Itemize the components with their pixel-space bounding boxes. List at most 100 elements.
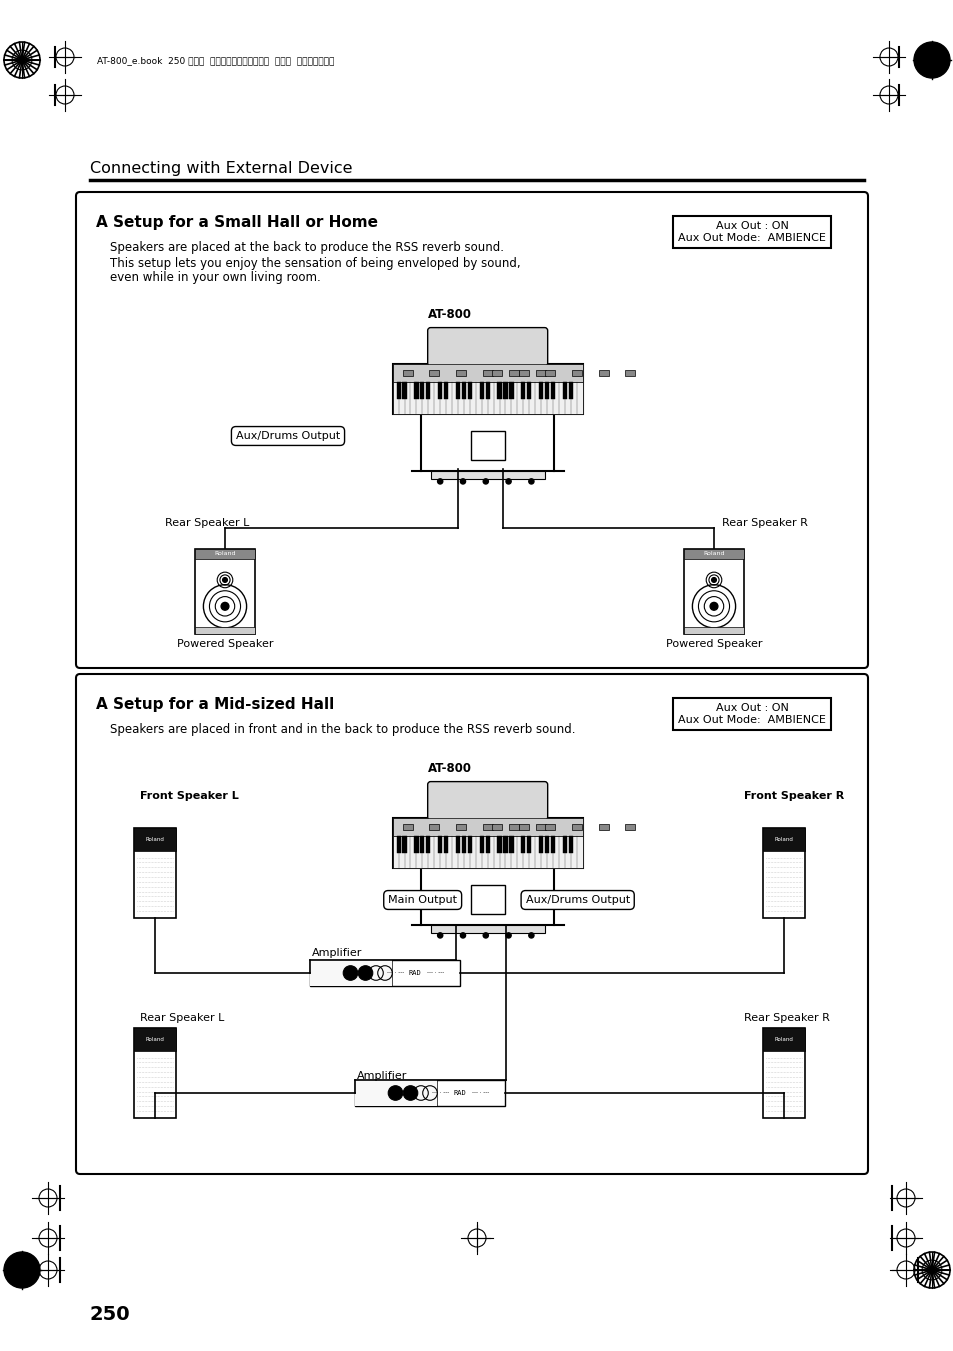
Bar bbox=[479, 382, 483, 400]
Bar bbox=[544, 382, 549, 400]
Bar bbox=[520, 382, 525, 400]
Bar bbox=[393, 819, 582, 867]
Bar bbox=[443, 836, 448, 854]
Bar bbox=[518, 824, 528, 830]
Bar bbox=[133, 1028, 175, 1051]
Bar bbox=[598, 370, 608, 376]
Bar bbox=[467, 836, 472, 854]
Text: even while in your own living room.: even while in your own living room. bbox=[110, 272, 320, 285]
Bar bbox=[430, 925, 544, 932]
Bar bbox=[402, 382, 406, 400]
FancyBboxPatch shape bbox=[762, 1028, 804, 1119]
Bar bbox=[393, 365, 582, 382]
FancyBboxPatch shape bbox=[133, 828, 175, 917]
Bar bbox=[426, 836, 430, 854]
Bar bbox=[426, 382, 430, 400]
Bar bbox=[683, 627, 743, 634]
Bar bbox=[393, 382, 582, 413]
Bar bbox=[429, 824, 439, 830]
Text: --- · ---: --- · --- bbox=[387, 970, 404, 975]
Bar bbox=[497, 836, 501, 854]
Bar bbox=[402, 836, 406, 854]
Text: A Setup for a Small Hall or Home: A Setup for a Small Hall or Home bbox=[96, 215, 377, 230]
Circle shape bbox=[222, 578, 227, 582]
Bar bbox=[461, 382, 465, 400]
Bar bbox=[509, 824, 518, 830]
Text: --- · ---: --- · --- bbox=[472, 1090, 489, 1096]
Bar bbox=[762, 1028, 804, 1051]
FancyBboxPatch shape bbox=[194, 549, 254, 634]
Bar bbox=[393, 365, 582, 413]
Circle shape bbox=[357, 966, 373, 981]
Circle shape bbox=[437, 478, 442, 484]
FancyBboxPatch shape bbox=[427, 782, 547, 820]
FancyBboxPatch shape bbox=[427, 327, 547, 366]
Bar bbox=[420, 836, 424, 854]
Circle shape bbox=[460, 478, 465, 484]
Bar bbox=[527, 836, 531, 854]
Bar bbox=[485, 836, 489, 854]
Text: Speakers are placed in front and in the back to produce the RSS reverb sound.: Speakers are placed in front and in the … bbox=[110, 724, 575, 736]
Bar bbox=[683, 549, 743, 559]
Bar bbox=[456, 382, 459, 400]
Bar bbox=[194, 627, 254, 634]
Bar bbox=[429, 370, 439, 376]
Circle shape bbox=[482, 932, 488, 938]
Bar bbox=[430, 471, 544, 478]
Text: Rear Speaker R: Rear Speaker R bbox=[721, 517, 807, 528]
Bar bbox=[527, 382, 531, 400]
Bar bbox=[562, 382, 566, 400]
Text: AT-800_e.book  250 ページ  ２００８年１０朎１５日  水曜日  午前９時３７分: AT-800_e.book 250 ページ ２００８年１０朎１５日 水曜日 午前… bbox=[97, 57, 334, 65]
Bar bbox=[762, 828, 804, 851]
Bar bbox=[470, 431, 504, 459]
Text: Rear Speaker R: Rear Speaker R bbox=[743, 1013, 829, 1023]
Text: 250: 250 bbox=[90, 1305, 131, 1324]
FancyBboxPatch shape bbox=[76, 674, 867, 1174]
Bar bbox=[396, 836, 400, 854]
Bar bbox=[456, 836, 459, 854]
Circle shape bbox=[711, 578, 716, 582]
Bar bbox=[393, 819, 582, 836]
Text: Roland: Roland bbox=[214, 551, 235, 557]
Text: RAD: RAD bbox=[453, 1090, 466, 1096]
Circle shape bbox=[460, 932, 465, 938]
Bar bbox=[544, 836, 549, 854]
FancyBboxPatch shape bbox=[683, 549, 743, 634]
Bar bbox=[572, 370, 581, 376]
FancyBboxPatch shape bbox=[76, 192, 867, 667]
Bar bbox=[396, 382, 400, 400]
Bar bbox=[461, 836, 465, 854]
Bar bbox=[497, 382, 501, 400]
Text: Roland: Roland bbox=[146, 836, 164, 842]
Bar bbox=[443, 382, 448, 400]
Text: --- · ---: --- · --- bbox=[427, 970, 444, 975]
Text: Aux/Drums Output: Aux/Drums Output bbox=[525, 894, 629, 905]
Bar bbox=[393, 836, 582, 867]
Bar bbox=[509, 370, 518, 376]
Bar bbox=[509, 382, 513, 400]
Text: Front Speaker R: Front Speaker R bbox=[743, 790, 843, 801]
Bar bbox=[550, 836, 555, 854]
Text: --- · ---: --- · --- bbox=[432, 1090, 449, 1096]
Circle shape bbox=[505, 478, 511, 484]
Bar bbox=[402, 370, 413, 376]
Text: AT-800: AT-800 bbox=[427, 308, 471, 320]
Bar bbox=[550, 382, 555, 400]
Circle shape bbox=[528, 478, 534, 484]
Bar bbox=[133, 828, 175, 851]
Text: Amplifier: Amplifier bbox=[356, 1071, 407, 1081]
Bar bbox=[194, 549, 254, 559]
Circle shape bbox=[482, 478, 488, 484]
Bar bbox=[518, 370, 528, 376]
Circle shape bbox=[388, 1086, 402, 1100]
Circle shape bbox=[221, 603, 229, 611]
FancyBboxPatch shape bbox=[133, 1028, 175, 1119]
Bar bbox=[355, 1079, 504, 1106]
Bar bbox=[562, 836, 566, 854]
Bar bbox=[624, 370, 635, 376]
Text: Aux Out : ON
Aux Out Mode:  AMBIENCE: Aux Out : ON Aux Out Mode: AMBIENCE bbox=[678, 704, 825, 724]
Text: Rear Speaker L: Rear Speaker L bbox=[165, 517, 249, 528]
Text: AT-800: AT-800 bbox=[427, 762, 471, 774]
Circle shape bbox=[528, 932, 534, 938]
Bar bbox=[437, 382, 442, 400]
